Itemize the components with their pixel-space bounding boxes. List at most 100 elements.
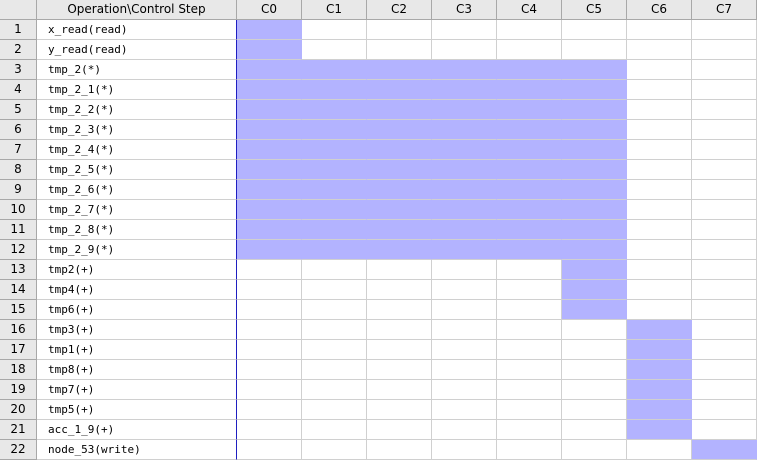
row-number[interactable]: 8 <box>0 160 37 180</box>
step-cell-active[interactable] <box>237 240 302 260</box>
step-cell-active[interactable] <box>432 100 497 120</box>
table-row[interactable]: 22 node_53(write) <box>0 440 757 460</box>
row-number[interactable]: 14 <box>0 280 37 300</box>
step-cell[interactable] <box>692 180 757 200</box>
row-number[interactable]: 11 <box>0 220 37 240</box>
step-cell[interactable] <box>692 120 757 140</box>
step-cell[interactable] <box>627 100 692 120</box>
step-cell-active[interactable] <box>562 180 627 200</box>
step-cell-active[interactable] <box>302 120 367 140</box>
operation-column-header[interactable]: Operation\Control Step <box>37 0 237 20</box>
operation-cell[interactable]: node_53(write) <box>37 440 237 460</box>
table-row[interactable]: 21 acc_1_9(+) <box>0 420 757 440</box>
step-cell[interactable] <box>432 340 497 360</box>
table-row[interactable]: 15 tmp6(+) <box>0 300 757 320</box>
step-cell[interactable] <box>497 380 562 400</box>
operation-cell[interactable]: tmp_2_3(*) <box>37 120 237 140</box>
step-cell-active[interactable] <box>302 160 367 180</box>
row-number[interactable]: 18 <box>0 360 37 380</box>
row-number[interactable]: 5 <box>0 100 37 120</box>
step-cell[interactable] <box>692 340 757 360</box>
step-cell[interactable] <box>692 280 757 300</box>
step-cell-active[interactable] <box>432 140 497 160</box>
step-cell[interactable] <box>562 440 627 460</box>
operation-cell[interactable]: tmp_2(*) <box>37 60 237 80</box>
table-row[interactable]: 4 tmp_2_1(*) <box>0 80 757 100</box>
step-cell[interactable] <box>497 320 562 340</box>
step-cell[interactable] <box>692 160 757 180</box>
step-cell-active[interactable] <box>432 160 497 180</box>
step-cell-active[interactable] <box>237 20 302 40</box>
operation-cell[interactable]: tmp_2_8(*) <box>37 220 237 240</box>
step-cell[interactable] <box>237 320 302 340</box>
step-cell-active[interactable] <box>302 220 367 240</box>
step-cell-active[interactable] <box>627 380 692 400</box>
step-cell-active[interactable] <box>497 120 562 140</box>
step-cell-active[interactable] <box>237 140 302 160</box>
step-cell[interactable] <box>497 360 562 380</box>
table-row[interactable]: 8 tmp_2_5(*) <box>0 160 757 180</box>
step-cell[interactable] <box>367 20 432 40</box>
step-cell-active[interactable] <box>627 360 692 380</box>
step-cell-active[interactable] <box>497 220 562 240</box>
step-cell[interactable] <box>237 280 302 300</box>
row-number[interactable]: 2 <box>0 40 37 60</box>
row-number[interactable]: 19 <box>0 380 37 400</box>
step-cell[interactable] <box>692 240 757 260</box>
step-cell[interactable] <box>367 300 432 320</box>
step-cell-active[interactable] <box>562 60 627 80</box>
row-number[interactable]: 20 <box>0 400 37 420</box>
step-cell[interactable] <box>692 300 757 320</box>
step-cell-active[interactable] <box>302 60 367 80</box>
step-cell[interactable] <box>497 420 562 440</box>
step-cell-active[interactable] <box>562 140 627 160</box>
operation-cell[interactable]: tmp4(+) <box>37 280 237 300</box>
step-cell[interactable] <box>627 160 692 180</box>
step-cell[interactable] <box>497 260 562 280</box>
table-row[interactable]: 2 y_read(read) <box>0 40 757 60</box>
table-row[interactable]: 9 tmp_2_6(*) <box>0 180 757 200</box>
step-cell-active[interactable] <box>367 160 432 180</box>
step-cell-active[interactable] <box>367 180 432 200</box>
step-cell[interactable] <box>302 300 367 320</box>
step-cell[interactable] <box>562 40 627 60</box>
step-cell-active[interactable] <box>562 300 627 320</box>
step-cell[interactable] <box>302 400 367 420</box>
step-cell[interactable] <box>367 260 432 280</box>
step-cell[interactable] <box>432 260 497 280</box>
step-cell[interactable] <box>237 300 302 320</box>
step-header-c6[interactable]: C6 <box>627 0 692 20</box>
step-cell[interactable] <box>497 280 562 300</box>
step-cell-active[interactable] <box>302 180 367 200</box>
step-cell-active[interactable] <box>237 120 302 140</box>
row-number[interactable]: 21 <box>0 420 37 440</box>
step-cell[interactable] <box>302 260 367 280</box>
step-cell[interactable] <box>627 40 692 60</box>
step-header-c5[interactable]: C5 <box>562 0 627 20</box>
step-cell[interactable] <box>627 200 692 220</box>
row-number[interactable]: 16 <box>0 320 37 340</box>
step-cell[interactable] <box>692 80 757 100</box>
step-cell[interactable] <box>432 320 497 340</box>
operation-cell[interactable]: tmp_2_9(*) <box>37 240 237 260</box>
step-cell[interactable] <box>367 440 432 460</box>
step-cell[interactable] <box>627 60 692 80</box>
step-cell[interactable] <box>497 40 562 60</box>
step-cell[interactable] <box>692 220 757 240</box>
step-cell[interactable] <box>302 20 367 40</box>
step-cell[interactable] <box>302 420 367 440</box>
step-cell[interactable] <box>302 440 367 460</box>
step-cell[interactable] <box>497 300 562 320</box>
row-number[interactable]: 17 <box>0 340 37 360</box>
step-cell[interactable] <box>432 40 497 60</box>
step-cell-active[interactable] <box>302 100 367 120</box>
step-cell[interactable] <box>432 380 497 400</box>
row-number[interactable]: 4 <box>0 80 37 100</box>
table-row[interactable]: 10 tmp_2_7(*) <box>0 200 757 220</box>
step-cell-active[interactable] <box>367 60 432 80</box>
row-number[interactable]: 3 <box>0 60 37 80</box>
operation-cell[interactable]: tmp_2_1(*) <box>37 80 237 100</box>
step-cell[interactable] <box>302 340 367 360</box>
step-cell-active[interactable] <box>497 200 562 220</box>
operation-cell[interactable]: acc_1_9(+) <box>37 420 237 440</box>
